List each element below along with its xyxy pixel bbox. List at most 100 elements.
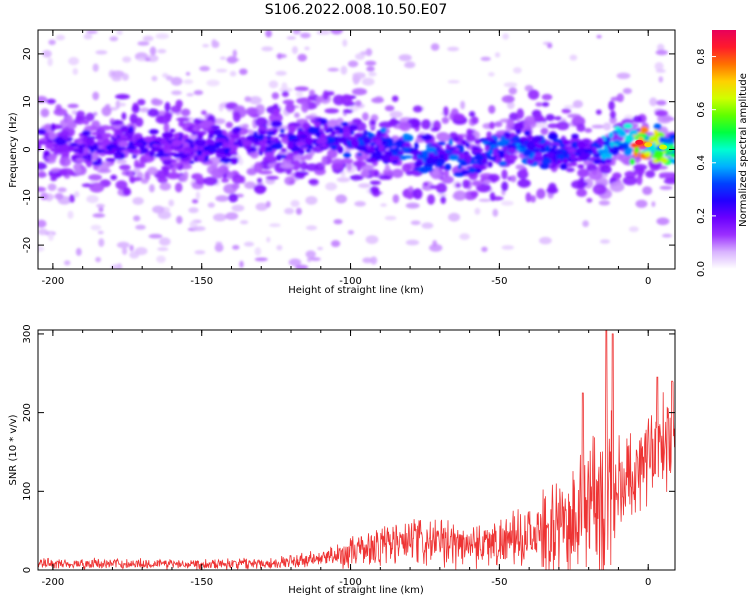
spectrogram-ridge-blob (123, 137, 133, 142)
spectrogram-halo (556, 121, 570, 131)
spectrogram-ridge-blob (75, 157, 85, 162)
spectrogram-speckle (121, 73, 129, 81)
spectrogram-speckle (137, 57, 146, 62)
spectrogram-ridge-blob (634, 146, 639, 154)
spectrogram-ridge-blob (270, 120, 283, 128)
spectrogram-ridge-blob (279, 128, 285, 133)
spectrogram-ridge-blob (76, 139, 83, 145)
spectrogram-halo (369, 180, 381, 186)
spectrogram-speckle (74, 191, 80, 198)
spectrogram-halo (412, 105, 423, 113)
spectrogram-ridge-blob (401, 155, 414, 159)
spectrogram-speckle (90, 224, 102, 231)
spectrogram-speckle (286, 36, 297, 40)
spectrogram-halo (281, 90, 289, 98)
spectrogram-halo (38, 162, 47, 170)
spectrogram-ridge-blob (291, 138, 300, 143)
spectrogram-peak (659, 144, 668, 150)
spectrogram-ridge-blob (658, 136, 665, 144)
spectrogram-speckle (358, 183, 371, 189)
spectrogram-halo (254, 184, 266, 195)
spectrogram-halo (429, 185, 439, 190)
spectrogram-ridge-blob (455, 144, 464, 149)
spectrogram-ridge-blob (640, 126, 649, 134)
spectrogram-halo (309, 89, 315, 96)
spectrogram-halo (159, 182, 172, 191)
spectrogram-ridge-blob (192, 131, 197, 136)
spectrogram-halo (578, 181, 589, 186)
spectrogram-speckle (57, 187, 67, 193)
spectrogram-ridge-blob (68, 145, 74, 152)
spectrogram-halo (98, 125, 112, 131)
spectrogram-halo (540, 127, 549, 135)
spectrogram-ridge-blob (348, 124, 358, 131)
spectrogram-halo (392, 194, 400, 204)
spectrogram-speckle (133, 166, 141, 174)
spectrogram-speckle (261, 46, 274, 52)
spectrogram-halo (83, 119, 90, 125)
spectrogram-halo (271, 92, 280, 100)
spectrogram-speckle (410, 220, 421, 226)
spectrogram-halo (218, 164, 229, 174)
spectrogram-ridge-blob (460, 139, 468, 145)
snr-ylabel: SNR (10 * v/v) (8, 414, 19, 485)
spectrogram-ridge-blob (524, 130, 531, 136)
spectrogram-speckle (572, 100, 584, 109)
spectrogram-speckle (366, 66, 375, 72)
spectrogram-halo (440, 196, 447, 204)
snr-series-line (38, 330, 675, 570)
spectrogram-ridge-blob (374, 139, 383, 146)
spectrogram-speckle (176, 215, 183, 224)
x-tick-label: 0 (645, 577, 651, 588)
spectrogram-ridge-blob (569, 153, 576, 160)
spectrogram-speckle (68, 57, 80, 66)
spectrogram-speckle (305, 250, 316, 259)
spectrogram-halo (129, 177, 142, 182)
spectrogram-halo (109, 118, 115, 123)
spectrogram-halo (181, 108, 191, 117)
spectrogram-ridge-blob (342, 133, 351, 137)
spectrogram-ridge-blob (369, 142, 376, 146)
spectrogram-ridge-blob (669, 153, 675, 158)
spectrogram-speckle (199, 65, 211, 72)
spectrogram-ridge-blob (463, 151, 470, 155)
spectrogram-speckle (265, 201, 271, 208)
spectrogram-ridge-blob (457, 164, 462, 170)
spectrogram-halo (294, 172, 306, 179)
colorbar-tick-label: 0.8 (696, 49, 707, 65)
spectrogram-ridge-blob (266, 130, 276, 136)
spectrogram-halo (203, 176, 218, 186)
spectrogram-ridge-blob (402, 142, 412, 148)
spectrogram-speckle (447, 80, 460, 84)
spectrogram-ridge-blob (318, 137, 328, 144)
spectrogram-ridge-blob (653, 123, 662, 130)
spectrogram-speckle (582, 220, 589, 228)
spectrogram-ridge-blob (591, 142, 600, 148)
spectrogram-speckle (492, 208, 499, 217)
spectrogram-ridge-blob (40, 137, 47, 143)
spectrogram-speckle (240, 220, 249, 225)
spectrogram-speckle (309, 257, 321, 261)
spectrogram-ridge-blob (266, 138, 272, 146)
spectrogram-halo (369, 119, 376, 126)
spectrogram-ridge-blob (410, 150, 422, 155)
spectrogram-halo (391, 95, 399, 102)
spectrogram-halo (155, 115, 171, 124)
spectrogram-speckle (40, 192, 49, 201)
spectrogram-ridge-blob (559, 163, 568, 170)
spectrogram-speckle (157, 247, 169, 251)
spectrogram-halo (535, 102, 543, 107)
spectrogram-ridge-blob (132, 154, 137, 159)
spectrogram-ridge-blob (514, 122, 525, 130)
spectrogram-speckle (437, 193, 448, 197)
spectrogram-halo (516, 108, 524, 119)
spectrogram-ridge-blob (426, 146, 437, 153)
spectrogram-halo (296, 97, 311, 105)
spectrogram-halo (437, 133, 451, 142)
spectrogram-speckle (254, 257, 268, 262)
spectrogram-speckle (304, 46, 310, 51)
spectrogram-ridge-blob (534, 152, 543, 158)
spectrogram-ridge-blob (454, 137, 459, 141)
spectrogram-ridge-blob (668, 133, 675, 140)
spectrogram-ridge-blob (91, 132, 98, 136)
